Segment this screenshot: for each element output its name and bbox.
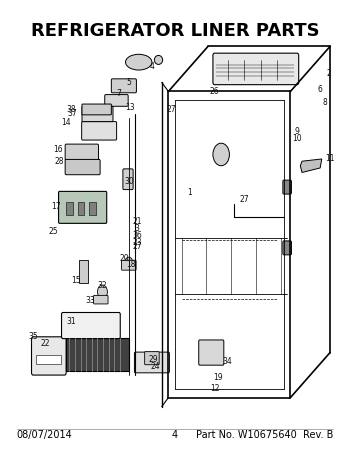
Text: 27: 27: [132, 242, 142, 251]
Text: 31: 31: [66, 317, 76, 326]
FancyBboxPatch shape: [58, 191, 107, 223]
Bar: [66, 337, 129, 371]
Bar: [66, 202, 73, 215]
Text: 21: 21: [132, 217, 142, 226]
Text: 24: 24: [150, 361, 160, 371]
Polygon shape: [300, 159, 322, 173]
Bar: [36, 355, 61, 364]
FancyBboxPatch shape: [82, 121, 117, 140]
Text: 1: 1: [188, 188, 192, 197]
Text: 34: 34: [223, 357, 233, 366]
Text: 32: 32: [98, 280, 107, 289]
Text: 33: 33: [85, 296, 95, 305]
Text: 08/07/2014: 08/07/2014: [17, 430, 72, 440]
Text: 23: 23: [132, 238, 142, 247]
FancyBboxPatch shape: [82, 106, 113, 121]
FancyBboxPatch shape: [134, 352, 169, 373]
Text: 29: 29: [149, 355, 158, 364]
Bar: [79, 260, 88, 283]
Text: 28: 28: [54, 157, 64, 166]
Text: 11: 11: [325, 154, 335, 164]
Ellipse shape: [126, 54, 152, 70]
Circle shape: [213, 143, 229, 166]
Text: 2: 2: [326, 69, 331, 78]
Text: REFRIGERATOR LINER PARTS: REFRIGERATOR LINER PARTS: [31, 22, 319, 40]
FancyBboxPatch shape: [123, 169, 133, 190]
Text: 7: 7: [117, 89, 121, 98]
Text: 27: 27: [239, 195, 249, 204]
Bar: [89, 202, 96, 215]
Ellipse shape: [154, 55, 163, 64]
Text: 3: 3: [135, 224, 140, 233]
Bar: [78, 202, 84, 215]
Text: 8: 8: [323, 98, 328, 107]
FancyBboxPatch shape: [283, 180, 292, 194]
Text: 18: 18: [126, 260, 135, 269]
Circle shape: [125, 257, 133, 268]
Text: 35: 35: [28, 333, 38, 341]
Text: 9: 9: [295, 127, 300, 136]
Circle shape: [98, 285, 107, 299]
FancyBboxPatch shape: [121, 260, 136, 270]
Text: 38: 38: [66, 105, 76, 114]
Text: 25: 25: [48, 226, 58, 236]
Text: 36: 36: [132, 231, 142, 240]
Text: 15: 15: [71, 276, 81, 285]
Text: 10: 10: [292, 134, 302, 143]
Text: 22: 22: [41, 339, 50, 348]
FancyBboxPatch shape: [93, 295, 108, 304]
Text: 26: 26: [210, 87, 219, 96]
FancyBboxPatch shape: [199, 340, 224, 365]
Text: 4: 4: [172, 430, 178, 440]
FancyBboxPatch shape: [65, 159, 100, 175]
Text: 17: 17: [51, 202, 61, 211]
FancyBboxPatch shape: [105, 95, 128, 106]
Text: 27: 27: [167, 105, 176, 114]
Text: Part No. W10675640  Rev. B: Part No. W10675640 Rev. B: [196, 430, 333, 440]
FancyBboxPatch shape: [65, 144, 98, 160]
FancyBboxPatch shape: [213, 53, 299, 85]
Text: 14: 14: [61, 118, 71, 127]
Text: 16: 16: [53, 145, 63, 154]
Text: 19: 19: [213, 373, 223, 382]
Text: 6: 6: [318, 85, 323, 94]
Text: 13: 13: [126, 103, 135, 112]
Text: 5: 5: [126, 78, 131, 87]
Text: 30: 30: [124, 177, 134, 186]
FancyBboxPatch shape: [62, 313, 120, 338]
FancyBboxPatch shape: [32, 337, 66, 375]
Text: 12: 12: [210, 384, 219, 393]
FancyBboxPatch shape: [283, 241, 292, 255]
Text: 4: 4: [149, 62, 154, 71]
FancyBboxPatch shape: [145, 352, 159, 365]
Text: 37: 37: [68, 110, 78, 118]
FancyBboxPatch shape: [111, 79, 136, 93]
FancyBboxPatch shape: [82, 104, 111, 115]
Text: 20: 20: [119, 254, 129, 263]
